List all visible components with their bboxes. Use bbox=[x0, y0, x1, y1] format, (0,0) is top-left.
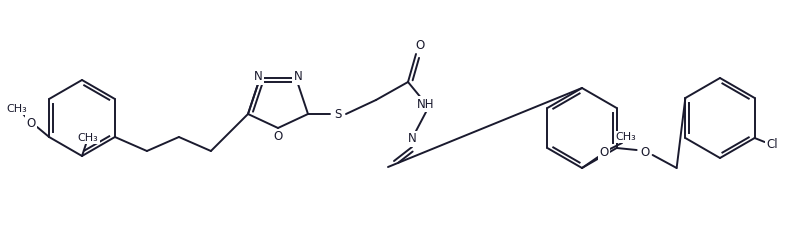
Text: N: N bbox=[407, 133, 416, 145]
Text: NH: NH bbox=[417, 98, 435, 110]
Text: Cl: Cl bbox=[767, 137, 778, 150]
Text: N: N bbox=[253, 70, 262, 83]
Text: CH₃: CH₃ bbox=[6, 104, 27, 114]
Text: O: O bbox=[599, 146, 609, 160]
Text: N: N bbox=[293, 70, 302, 83]
Text: CH₃: CH₃ bbox=[615, 132, 636, 142]
Text: O: O bbox=[26, 117, 36, 129]
Text: O: O bbox=[273, 130, 283, 144]
Text: CH₃: CH₃ bbox=[78, 133, 98, 143]
Text: O: O bbox=[640, 145, 650, 158]
Text: S: S bbox=[334, 107, 342, 121]
Text: O: O bbox=[415, 39, 424, 51]
